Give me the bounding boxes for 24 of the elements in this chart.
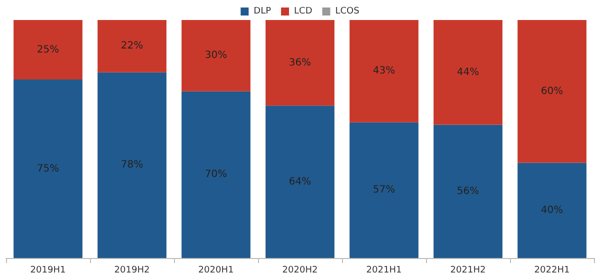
data-label: 30% xyxy=(204,50,228,62)
data-label: 25% xyxy=(36,44,60,56)
x-tick-label: 2021H1 xyxy=(366,266,402,276)
data-label: 36% xyxy=(288,57,312,68)
x-tick-label: 2020H1 xyxy=(198,266,234,276)
x-tick-label: 2019H2 xyxy=(114,266,150,276)
legend-label: DLP xyxy=(254,6,272,16)
data-label: 43% xyxy=(372,66,396,77)
data-label: 64% xyxy=(288,176,312,188)
data-label: 40% xyxy=(540,204,564,216)
x-tick-label: 2020H2 xyxy=(282,266,318,276)
legend-label: LCD xyxy=(294,6,312,16)
x-tick-label: 2021H2 xyxy=(450,266,486,276)
x-tick-label: 2022H1 xyxy=(534,266,570,276)
data-label: 44% xyxy=(456,66,480,78)
data-label: 22% xyxy=(120,40,144,52)
x-tick-label: 2019H1 xyxy=(30,266,66,276)
legend-label: LCOS xyxy=(335,6,360,16)
data-label: 78% xyxy=(120,160,144,171)
data-label: 75% xyxy=(36,163,60,174)
data-label: 60% xyxy=(540,86,564,97)
data-label: 57% xyxy=(372,184,396,196)
data-label: 56% xyxy=(456,186,480,197)
data-label: 70% xyxy=(204,169,228,180)
